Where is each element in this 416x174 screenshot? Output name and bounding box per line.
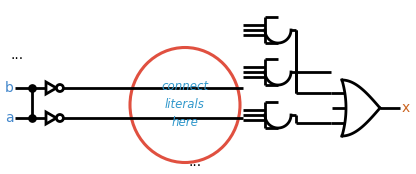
Circle shape (57, 114, 63, 121)
Text: here: here (171, 117, 198, 129)
Polygon shape (46, 112, 57, 124)
Text: x: x (402, 101, 410, 115)
Text: ...: ... (10, 48, 23, 62)
Text: a: a (5, 111, 14, 125)
Text: ...: ... (188, 155, 202, 169)
Polygon shape (46, 82, 57, 94)
Text: b: b (5, 81, 14, 95)
Text: literals: literals (165, 98, 205, 112)
Text: connect: connect (161, 81, 208, 93)
Circle shape (57, 85, 63, 92)
